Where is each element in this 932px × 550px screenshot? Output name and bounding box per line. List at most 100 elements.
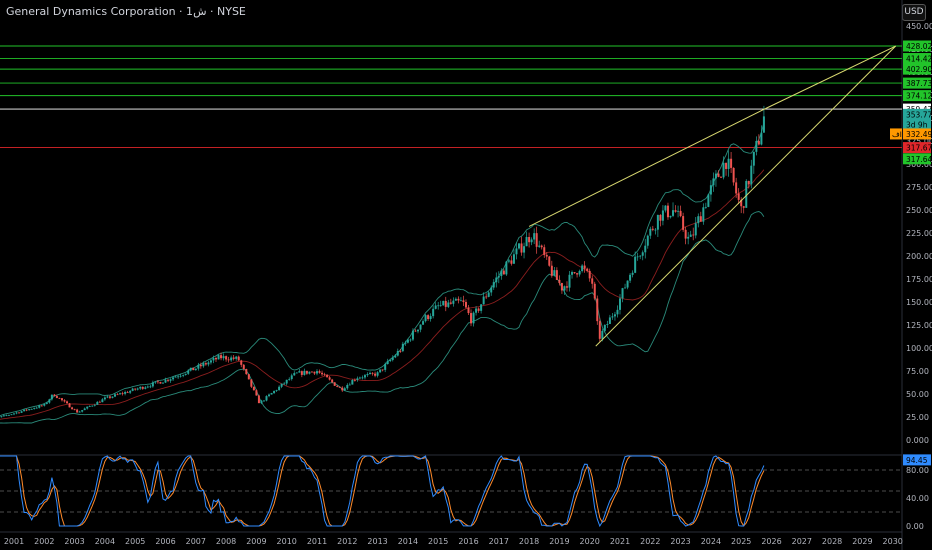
candle-body: [316, 371, 318, 374]
price-tag-prefix-bg: [890, 128, 902, 140]
candle-body: [328, 377, 331, 380]
x-tick-label: 2025: [731, 537, 751, 546]
candle-body: [651, 228, 654, 230]
candle-body: [530, 239, 533, 243]
candle-body: [427, 315, 430, 320]
candle-body: [318, 371, 321, 373]
y-tick-label: 450.00: [906, 22, 932, 31]
candle-body: [141, 386, 144, 389]
candle-body: [497, 276, 500, 278]
candle-body: [735, 182, 738, 194]
candle-body: [722, 162, 725, 178]
y-tick-label: 275.00: [906, 183, 932, 192]
candle-body: [146, 386, 149, 388]
candle-body: [512, 254, 515, 264]
candle-body: [631, 272, 634, 275]
x-tick-label: 2022: [640, 537, 660, 546]
candle-body: [409, 339, 412, 341]
candle-body: [755, 140, 758, 152]
candle-body: [704, 206, 707, 208]
candle-body: [167, 379, 170, 381]
x-tick-label: 2001: [4, 537, 24, 546]
level-tag-label: 414.42: [906, 55, 932, 64]
candle-body: [232, 357, 235, 359]
candle-body: [331, 379, 334, 383]
chart-title: General Dynamics Corporation · 1ش · NYSE: [6, 5, 246, 18]
candle-body: [598, 321, 601, 339]
candle-body: [209, 360, 212, 363]
candle-body: [747, 180, 750, 185]
x-tick-label: 2012: [337, 537, 357, 546]
price-tag-bg: [903, 128, 931, 140]
candle-body: [353, 380, 356, 381]
candle-body: [596, 298, 599, 322]
candle-body: [159, 382, 162, 384]
candle-body: [760, 132, 763, 145]
candle-body: [452, 300, 455, 304]
candle-body: [119, 393, 122, 395]
candle-body: [750, 165, 753, 185]
candle-body: [639, 255, 642, 257]
candle-body: [343, 388, 346, 391]
x-tick-label: 2010: [277, 537, 297, 546]
candle-body: [687, 236, 690, 239]
candle-body: [727, 158, 730, 169]
candle-body: [129, 390, 132, 393]
candle-body: [161, 382, 164, 384]
candle-body: [187, 370, 190, 374]
candle-body: [53, 394, 56, 397]
candle-body: [326, 374, 329, 378]
candle-body: [677, 210, 680, 212]
candle-body: [543, 247, 546, 255]
level-tag: 402.90: [903, 63, 932, 75]
candle-body: [682, 216, 685, 230]
price-tag: اف 332.49: [890, 128, 932, 140]
candle-body: [581, 265, 584, 272]
candle-body: [121, 393, 124, 395]
candle-body: [366, 374, 369, 376]
candle-body: [174, 376, 177, 378]
candle-body: [510, 260, 513, 264]
candle-body: [740, 199, 743, 207]
candle-body: [626, 280, 629, 288]
candle-body: [555, 270, 558, 280]
candle-body: [247, 374, 250, 380]
candle-body: [490, 287, 493, 293]
candle-body: [235, 356, 238, 359]
candle-body: [295, 372, 298, 374]
candle-body: [212, 357, 215, 361]
candle-body: [280, 383, 283, 387]
candle-body: [30, 408, 33, 410]
candle-body: [91, 405, 94, 407]
candle-body: [636, 256, 639, 258]
candle-body: [177, 376, 180, 378]
candle-body: [278, 386, 281, 391]
candle-body: [68, 403, 71, 408]
candle-body: [644, 245, 647, 253]
candle-body: [406, 339, 409, 343]
candle-body: [717, 173, 720, 177]
candle-body: [523, 246, 526, 253]
candle-body: [189, 367, 192, 371]
level-tag-bg: [903, 142, 931, 154]
candle-body: [101, 399, 104, 403]
candle-body: [449, 302, 452, 304]
level-tag-bg: [903, 40, 931, 52]
candle-body: [81, 410, 84, 412]
y-tick-label: 225.00: [906, 229, 932, 238]
candle-body: [260, 400, 263, 404]
candle-body: [283, 383, 286, 385]
candle-body: [250, 379, 253, 387]
y-tick-label: 125.00: [906, 321, 932, 330]
candle-body: [108, 396, 111, 398]
candle-body: [568, 274, 571, 288]
candle-body: [245, 369, 248, 375]
candle-body: [2, 415, 5, 417]
candle-body: [571, 272, 574, 275]
candle-body: [619, 298, 621, 310]
candle-body: [492, 282, 495, 288]
candle-body: [606, 324, 609, 325]
candle-body: [38, 405, 41, 408]
candle-body: [467, 307, 470, 314]
